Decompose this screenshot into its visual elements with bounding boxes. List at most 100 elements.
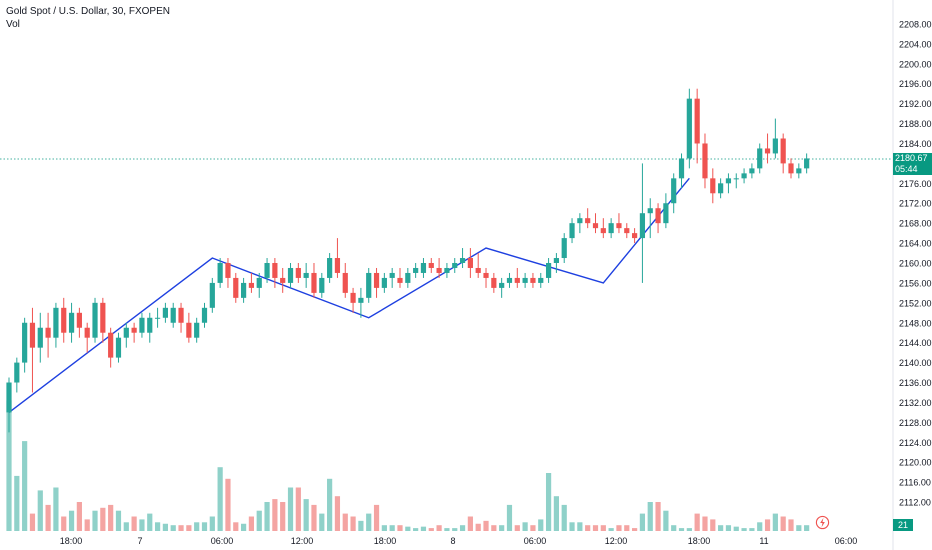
volume-bar (6, 400, 12, 531)
volume-bar (561, 504, 567, 531)
candle-body (334, 258, 341, 273)
candle-body (553, 258, 559, 263)
volume-legend[interactable]: Vol (6, 19, 20, 30)
volume-bar (663, 510, 669, 531)
candles (6, 88, 810, 433)
candle (139, 312, 145, 338)
bar-countdown: 05:44 (895, 164, 918, 174)
volume-bar (68, 510, 75, 531)
candle (499, 277, 505, 298)
volume-bar (389, 525, 395, 531)
candle-body (444, 267, 450, 273)
candle-body (6, 382, 12, 413)
candle-body (514, 277, 520, 283)
time-tick-label: 06:00 (211, 536, 234, 546)
volume-bar (194, 522, 200, 531)
candle-body (280, 277, 286, 283)
price-tick-label: 2128.00 (899, 418, 932, 428)
candle (733, 173, 739, 189)
candle (585, 208, 591, 229)
volume-bar (373, 504, 380, 531)
candle-body (405, 272, 411, 283)
volume-bar (600, 525, 606, 531)
flash-icon[interactable] (815, 515, 830, 530)
time-tick-label: 7 (137, 536, 142, 546)
candle-body (53, 307, 59, 338)
volume-bar (22, 441, 28, 531)
candle (319, 272, 325, 298)
price-tick-label: 2120.00 (899, 458, 932, 468)
volume-bar (381, 525, 387, 531)
volume-bar (491, 525, 497, 531)
candle-body (678, 158, 685, 179)
candle-body (389, 272, 395, 278)
candle (804, 153, 810, 174)
candle-body (162, 307, 168, 318)
candle-body (233, 277, 239, 298)
candle-body (311, 272, 317, 293)
symbol-title[interactable]: Gold Spot / U.S. Dollar, 30, FXOPEN (6, 6, 170, 17)
price-axis[interactable]: 2112.00 2116.00 2120.00 2124.00 2128.00 2132.… (892, 0, 932, 550)
candle (342, 263, 348, 298)
last-price-value: 2180.67 (895, 153, 928, 163)
price-tick-label: 2204.00 (899, 39, 932, 49)
candle (115, 332, 122, 363)
candle (381, 272, 387, 293)
candle-body (327, 258, 333, 278)
volume-bar (147, 513, 153, 531)
candle (538, 272, 544, 288)
candle (483, 267, 489, 288)
candle-body (178, 307, 184, 323)
volume-bar (92, 510, 98, 531)
candle (170, 302, 176, 328)
volume-bar (154, 522, 161, 531)
volume-bar (123, 522, 129, 531)
time-axis[interactable]: 18:00 7 06:00 12:00 18:00 8 06:00 12:00 18:00 11 0… (60, 536, 858, 546)
volume-bar (467, 516, 473, 531)
candle (53, 302, 59, 348)
candle-body (264, 263, 270, 278)
candle (350, 287, 356, 313)
candle-body (561, 238, 567, 259)
candle-body (545, 263, 552, 278)
candle-body (741, 173, 747, 179)
price-tick-label: 2152.00 (899, 298, 932, 308)
volume-bar (569, 522, 575, 531)
price-tick-label: 2164.00 (899, 239, 932, 249)
volume-bar (796, 525, 802, 531)
candle (256, 272, 262, 298)
candle (632, 228, 638, 244)
candle-body (373, 272, 380, 288)
volume-bar (710, 519, 716, 531)
candle-body (506, 277, 513, 283)
volume-bar (241, 523, 247, 531)
candle (686, 88, 692, 169)
volume-bar (108, 504, 114, 531)
candle-body (749, 168, 755, 174)
volume-bar (272, 499, 278, 531)
volume-bar (178, 525, 184, 531)
volume-bar (671, 525, 677, 531)
candle-body (22, 322, 28, 363)
candle (295, 263, 301, 283)
price-tick-label: 2188.00 (899, 119, 932, 129)
candle (108, 327, 114, 368)
candle-body (616, 223, 622, 229)
candle (702, 133, 708, 189)
volume-bar (209, 516, 215, 531)
candle-body (350, 292, 356, 303)
candle-body (686, 98, 692, 159)
candle (29, 307, 36, 393)
candle-body (530, 277, 536, 283)
candle (241, 277, 247, 303)
candle (209, 277, 215, 313)
candle (84, 322, 90, 353)
volume-bar (201, 522, 208, 531)
price-tick-label: 2140.00 (899, 358, 932, 368)
candle (92, 297, 98, 343)
candle (530, 272, 536, 288)
candle (624, 223, 630, 239)
price-tick-label: 2200.00 (899, 59, 932, 69)
candle (436, 258, 442, 278)
